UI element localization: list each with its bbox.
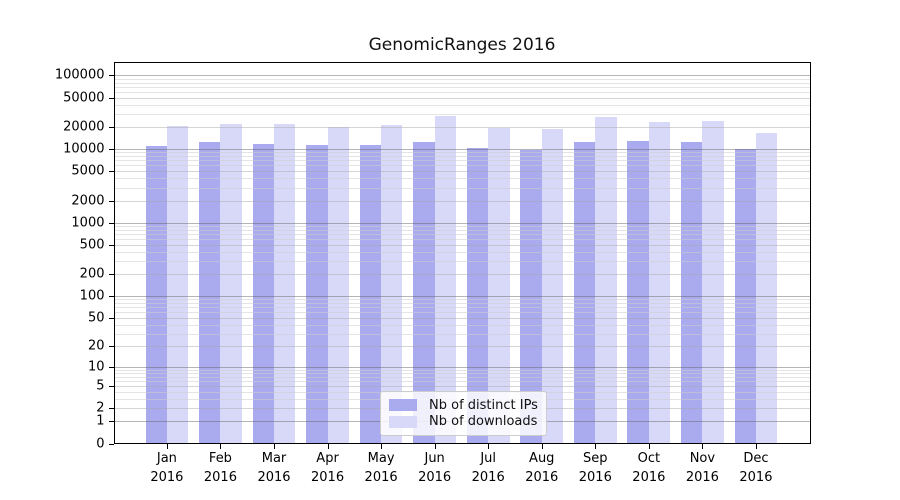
bar-distinct-ips-oct xyxy=(627,140,649,443)
gridline xyxy=(113,97,811,99)
y-tick-mark xyxy=(108,408,114,410)
y-tick-label: 500 xyxy=(79,237,105,253)
y-tick-label: 1 xyxy=(96,413,105,429)
y-tick-mark xyxy=(108,386,114,388)
x-tick-mark xyxy=(274,444,275,449)
y-tick-label: 20 xyxy=(87,338,105,354)
x-tick-mark xyxy=(648,444,650,449)
y-tick-label: 50000 xyxy=(63,90,105,106)
gridline xyxy=(113,91,811,93)
y-tick-mark xyxy=(108,366,114,368)
y-tick-mark xyxy=(108,222,114,224)
bar-downloads-jul xyxy=(488,127,510,443)
y-tick-mark xyxy=(108,346,114,348)
bar-distinct-ips-sep xyxy=(573,142,596,443)
x-tick-label: Sep 2016 xyxy=(578,451,612,485)
y-tick-mark xyxy=(108,443,114,445)
bar-distinct-ips-jan xyxy=(145,146,167,443)
y-tick-mark xyxy=(108,317,114,319)
y-tick-label: 200 xyxy=(79,266,105,282)
gridline xyxy=(113,82,811,84)
gridline xyxy=(113,78,811,80)
y-tick-mark xyxy=(108,126,114,128)
legend: Nb of distinct IPs Nb of downloads xyxy=(380,391,547,436)
bar-distinct-ips-jul xyxy=(466,148,489,443)
y-tick-label: 20000 xyxy=(63,119,105,135)
bar-distinct-ips-jun xyxy=(413,142,435,443)
y-tick-label: 2 xyxy=(96,400,105,416)
y-tick-label: 100000 xyxy=(54,67,105,83)
legend-item-downloads: Nb of downloads xyxy=(389,414,538,429)
legend-label-downloads: Nb of downloads xyxy=(429,414,538,430)
y-tick-label: 10 xyxy=(87,359,105,375)
bar-distinct-ips-aug xyxy=(520,149,542,443)
legend-item-distinct-ips: Nb of distinct IPs xyxy=(389,398,538,413)
y-tick-mark xyxy=(108,421,114,423)
bar-downloads-dec xyxy=(755,132,778,443)
bar-downloads-jun xyxy=(434,116,457,443)
x-tick-mark xyxy=(541,444,543,449)
y-tick-mark xyxy=(108,149,114,151)
gridline xyxy=(113,113,811,115)
y-tick-mark xyxy=(108,295,114,297)
y-tick-label: 2000 xyxy=(71,193,105,209)
bar-distinct-ips-dec xyxy=(734,149,756,443)
y-tick-label: 5000 xyxy=(71,163,105,179)
x-tick-label: Jun 2016 xyxy=(418,451,452,485)
y-tick-mark xyxy=(108,97,114,99)
x-tick-mark xyxy=(702,444,704,449)
legend-swatch-downloads xyxy=(389,415,417,428)
bar-downloads-mar xyxy=(274,123,296,443)
x-tick-mark xyxy=(755,444,757,449)
x-tick-mark xyxy=(488,444,490,449)
bar-downloads-apr xyxy=(327,127,349,443)
x-tick-label: Jan 2016 xyxy=(150,451,184,485)
x-tick-label: Jul 2016 xyxy=(471,451,505,485)
bar-downloads-jan xyxy=(166,126,189,443)
y-tick-label: 1000 xyxy=(71,215,105,231)
bar-distinct-ips-nov xyxy=(681,142,703,443)
y-tick-mark xyxy=(108,75,114,77)
x-tick-mark xyxy=(220,444,222,449)
bar-distinct-ips-may xyxy=(359,144,382,443)
bar-downloads-aug xyxy=(541,129,564,443)
bar-downloads-sep xyxy=(595,117,617,443)
bar-downloads-feb xyxy=(220,123,242,443)
bar-downloads-nov xyxy=(702,120,724,443)
y-tick-label: 10000 xyxy=(63,141,105,157)
x-tick-mark xyxy=(166,444,168,449)
x-tick-label: Feb 2016 xyxy=(203,451,237,485)
legend-label-distinct-ips: Nb of distinct IPs xyxy=(429,397,538,413)
x-tick-label: Aug 2016 xyxy=(525,451,559,485)
bar-downloads-oct xyxy=(648,121,671,443)
x-tick-label: Nov 2016 xyxy=(685,451,719,485)
bar-distinct-ips-mar xyxy=(252,143,274,443)
y-tick-mark xyxy=(108,171,114,173)
x-tick-mark xyxy=(434,444,436,449)
y-tick-label: 5 xyxy=(96,378,105,394)
x-tick-label: Apr 2016 xyxy=(311,451,345,485)
y-tick-label: 0 xyxy=(96,436,105,451)
y-tick-mark xyxy=(108,273,114,275)
y-tick-label: 50 xyxy=(87,310,105,326)
bar-distinct-ips-apr xyxy=(306,145,328,443)
gridline xyxy=(113,75,811,77)
gridline xyxy=(113,104,811,106)
x-tick-label: Oct 2016 xyxy=(632,451,666,485)
chart-title: GenomicRanges 2016 xyxy=(368,35,556,55)
x-tick-label: Dec 2016 xyxy=(739,451,773,485)
y-tick-mark xyxy=(108,244,114,246)
x-tick-mark xyxy=(381,444,383,449)
x-tick-mark xyxy=(595,444,597,449)
y-tick-mark xyxy=(108,200,114,202)
gridline xyxy=(113,86,811,88)
bar-distinct-ips-feb xyxy=(199,141,221,443)
x-tick-mark xyxy=(327,444,329,449)
bar-downloads-may xyxy=(381,125,403,443)
x-tick-label: May 2016 xyxy=(364,451,398,485)
y-tick-label: 100 xyxy=(79,288,105,304)
x-tick-label: Mar 2016 xyxy=(257,451,291,485)
legend-swatch-distinct-ips xyxy=(389,399,417,412)
